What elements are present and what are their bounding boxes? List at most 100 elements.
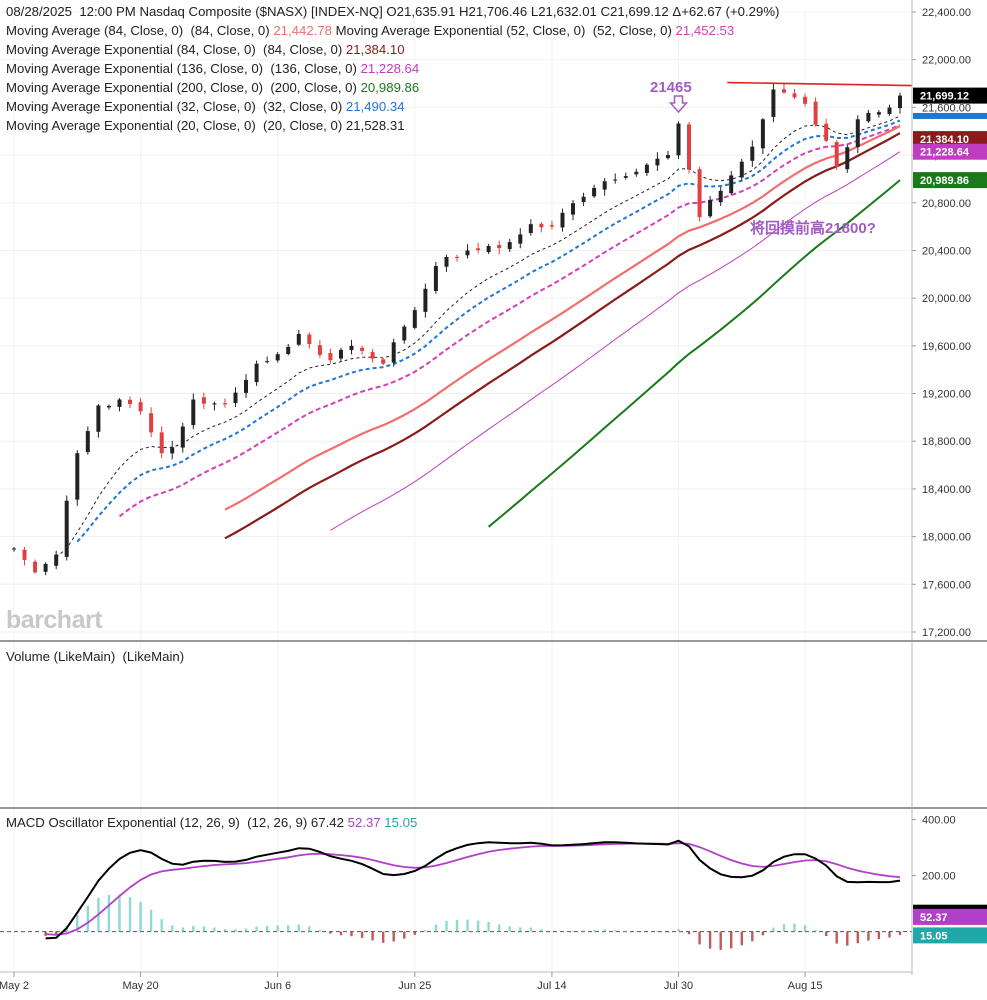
time-tick-label: May 20	[123, 980, 159, 992]
price-tag-text: 21,228.64	[920, 147, 970, 159]
price-tag: 21,384.10	[913, 131, 987, 148]
candle-body	[265, 361, 270, 363]
macd-tag: 15.05	[913, 927, 987, 944]
macd-histogram-bar	[856, 931, 859, 944]
macd-histogram-bar	[455, 919, 459, 932]
macd-histogram-bar	[86, 905, 89, 932]
macd-histogram-bar	[287, 925, 290, 932]
candle-body	[149, 413, 154, 433]
candle-body	[697, 169, 702, 217]
candle-body	[360, 347, 365, 351]
price-tag-box	[913, 927, 987, 944]
price-tag-text: 15.05	[920, 930, 948, 942]
candle-body	[128, 399, 132, 404]
candle-body	[85, 431, 90, 453]
macd-histogram-bar	[213, 927, 216, 932]
macd-histogram-bar	[265, 925, 269, 932]
macd-histogram-bar	[44, 931, 47, 936]
candlesticks[interactable]	[12, 83, 902, 576]
candle-body	[286, 346, 291, 354]
quote-line: 08/28/2025 12:00 PM Nasdaq Composite ($N…	[6, 4, 780, 19]
macd-histogram-bar	[403, 931, 406, 939]
candle-body	[476, 248, 481, 251]
grid	[0, 11, 912, 972]
time-tick-label: May 2	[0, 980, 29, 992]
macd-signal-value: 52.37	[347, 815, 381, 830]
macd-histogram-bar	[793, 923, 796, 932]
candle-body	[634, 171, 639, 175]
price-tick-label: 20,400.00	[922, 245, 971, 257]
macd-histogram-bar	[160, 919, 163, 932]
candle-body	[792, 93, 797, 98]
macd-histogram-bar	[740, 931, 743, 946]
macd-histogram-bar	[614, 930, 617, 932]
price-tick-label: 18,400.00	[922, 484, 971, 496]
candle-body	[254, 363, 259, 383]
macd-histogram-bar	[814, 930, 817, 932]
price-tag-box	[913, 87, 987, 104]
price-tag-text: 21,384.10	[920, 134, 969, 146]
price-tag: 21,228.64	[913, 143, 987, 160]
study-label: Moving Average Exponential (84, Close, 0…	[6, 42, 346, 57]
candle-body	[497, 245, 502, 249]
macd-histogram-bar	[772, 927, 775, 932]
macd-histogram-bar	[445, 920, 448, 932]
macd-line	[45, 839, 901, 940]
candle-body	[444, 257, 449, 267]
macd-histogram-bar	[624, 930, 627, 932]
macd-histogram-bar	[223, 929, 227, 932]
candle-body	[866, 112, 871, 122]
study-value: 21,442.78	[273, 23, 332, 38]
macd-histogram-bar	[139, 901, 142, 932]
candle-body	[33, 561, 38, 573]
resistance-line	[668, 81, 913, 114]
macd-histogram-bar	[382, 931, 385, 943]
macd-histogram-bar	[297, 924, 300, 932]
candle-body	[12, 548, 16, 550]
macd-panel-title: MACD Oscillator Exponential (12, 26, 9) …	[6, 815, 417, 830]
candle-body	[750, 146, 755, 161]
candle-body	[391, 342, 396, 363]
price-tag-box	[913, 131, 987, 148]
candle-body	[317, 345, 322, 355]
macd-histogram-bar	[255, 926, 258, 932]
macd-histogram-bar	[645, 931, 649, 933]
candle-body	[180, 426, 185, 448]
study-value: 21,452.53	[675, 23, 735, 38]
time-tick-label: Aug 15	[788, 980, 823, 992]
macd-histogram-bar	[582, 930, 585, 932]
study-line-2: Moving Average Exponential (84, Close, 0…	[6, 42, 405, 58]
study-label: Moving Average Exponential (52, Close, 0…	[331, 23, 676, 38]
candle-body	[887, 107, 892, 114]
macd-histogram-bar	[666, 931, 670, 933]
macd-histogram-bar	[877, 931, 881, 939]
study-line-5: Moving Average Exponential (32, Close, 0…	[6, 99, 405, 115]
price-tick-label: 19,200.00	[922, 389, 971, 401]
macd-histogram-bar	[55, 931, 58, 935]
candle-body	[560, 212, 565, 228]
price-tag-box	[913, 143, 987, 160]
time-tick-label: Jun 6	[264, 980, 291, 992]
price-tick-label: 21,600.00	[922, 102, 971, 114]
macd-histogram-bar	[698, 931, 701, 945]
price-tick-label: 20,800.00	[922, 198, 971, 210]
macd-histogram-bar	[529, 927, 532, 932]
candle-body	[244, 380, 248, 393]
moving-average-lines	[55, 115, 901, 559]
study-value: 20,989.86	[360, 80, 420, 95]
macd-histogram-bar	[835, 931, 838, 944]
resistance-21800-line	[727, 81, 913, 87]
candle-body	[159, 432, 164, 454]
price-tag: 21,699.12	[913, 87, 987, 104]
macd-histogram-bar	[128, 897, 132, 932]
candle-body	[655, 158, 660, 166]
macd-histogram-bar	[888, 931, 891, 938]
candle-body	[739, 161, 744, 178]
candle-body	[549, 225, 554, 227]
price-tick-label: 17,600.00	[922, 579, 971, 591]
price-tag-box	[913, 172, 987, 189]
macd-panel[interactable]	[0, 839, 912, 950]
study-line-4: Moving Average Exponential (200, Close, …	[6, 80, 419, 96]
